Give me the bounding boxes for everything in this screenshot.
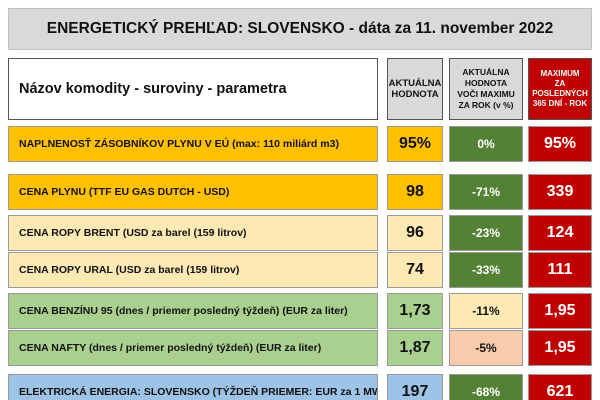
row-max-value: 621 <box>528 374 592 400</box>
header-max-line: 365 DNÍ - ROK <box>532 99 588 108</box>
row-pct-value: -33% <box>449 252 523 288</box>
row-current-value: 197 <box>387 374 443 400</box>
header-current-line: AKTUÁLNA <box>388 78 442 89</box>
row-max-value: 95% <box>528 126 592 162</box>
table-row-diesel: CENA NAFTY (dnes / priemer posledný týžd… <box>8 330 592 366</box>
row-max-value: 111 <box>528 252 592 288</box>
row-max-value: 1,95 <box>528 293 592 329</box>
row-name: CENA ROPY BRENT (USD za barel (159 litro… <box>8 215 378 251</box>
header-current-line: HODNOTA <box>391 89 439 100</box>
row-current-value: 98 <box>387 174 443 210</box>
header-name: Názov komodity - suroviny - parametra <box>8 58 378 120</box>
row-max-value: 339 <box>528 174 592 210</box>
row-pct-value: -11% <box>449 293 523 329</box>
page-title: ENERGETICKÝ PREHĽAD: SLOVENSKO - dáta za… <box>8 8 592 50</box>
row-current-value: 95% <box>387 126 443 162</box>
row-name: CENA BENZÍNU 95 (dnes / priemer posledný… <box>8 293 378 329</box>
header-max-year: MAXIMUM ZA POSLEDNÝCH 365 DNÍ - ROK <box>528 58 592 120</box>
table-row-gas-price: CENA PLYNU (TTF EU GAS DUTCH - USD) 98 -… <box>8 174 592 210</box>
table-row-brent: CENA ROPY BRENT (USD za barel (159 litro… <box>8 215 592 251</box>
row-max-value: 1,95 <box>528 330 592 366</box>
header-max-line: ZA <box>554 79 566 88</box>
table-header: Názov komodity - suroviny - parametra AK… <box>8 58 592 120</box>
row-pct-value: -71% <box>449 174 523 210</box>
table-row-gas-storage: NAPLNENOSŤ ZÁSOBNÍKOV PLYNU V EÚ (max: 1… <box>8 126 592 162</box>
row-name: CENA PLYNU (TTF EU GAS DUTCH - USD) <box>8 174 378 210</box>
row-name: NAPLNENOSŤ ZÁSOBNÍKOV PLYNU V EÚ (max: 1… <box>8 126 378 162</box>
table-row-ural: CENA ROPY URAL (USD za barel (159 litrov… <box>8 252 592 288</box>
row-name: ELEKTRICKÁ ENERGIA: SLOVENSKO (TÝŽDEŇ PR… <box>8 374 378 400</box>
row-pct-value: -5% <box>449 330 523 366</box>
header-pct-of-max: AKTUÁLNA HODNOTA VOČI MAXIMU ZA ROK (v %… <box>449 58 523 120</box>
row-current-value: 74 <box>387 252 443 288</box>
row-current-value: 96 <box>387 215 443 251</box>
row-pct-value: -68% <box>449 374 523 400</box>
header-pct-line: AKTUÁLNA <box>462 67 510 77</box>
header-max-line: POSLEDNÝCH <box>532 89 588 98</box>
header-max-line: MAXIMUM <box>540 69 580 78</box>
header-pct-line: VOČI MAXIMU <box>457 89 515 99</box>
row-pct-value: 0% <box>449 126 523 162</box>
header-pct-line: ZA ROK (v %) <box>458 100 514 110</box>
table-row-petrol: CENA BENZÍNU 95 (dnes / priemer posledný… <box>8 293 592 329</box>
row-name: CENA NAFTY (dnes / priemer posledný týžd… <box>8 330 378 366</box>
row-current-value: 1,87 <box>387 330 443 366</box>
table-row-electricity: ELEKTRICKÁ ENERGIA: SLOVENSKO (TÝŽDEŇ PR… <box>8 374 592 400</box>
row-pct-value: -23% <box>449 215 523 251</box>
header-current: AKTUÁLNA HODNOTA <box>387 58 443 120</box>
row-max-value: 124 <box>528 215 592 251</box>
row-name: CENA ROPY URAL (USD za barel (159 litrov… <box>8 252 378 288</box>
row-current-value: 1,73 <box>387 293 443 329</box>
header-pct-line: HODNOTA <box>464 78 508 88</box>
